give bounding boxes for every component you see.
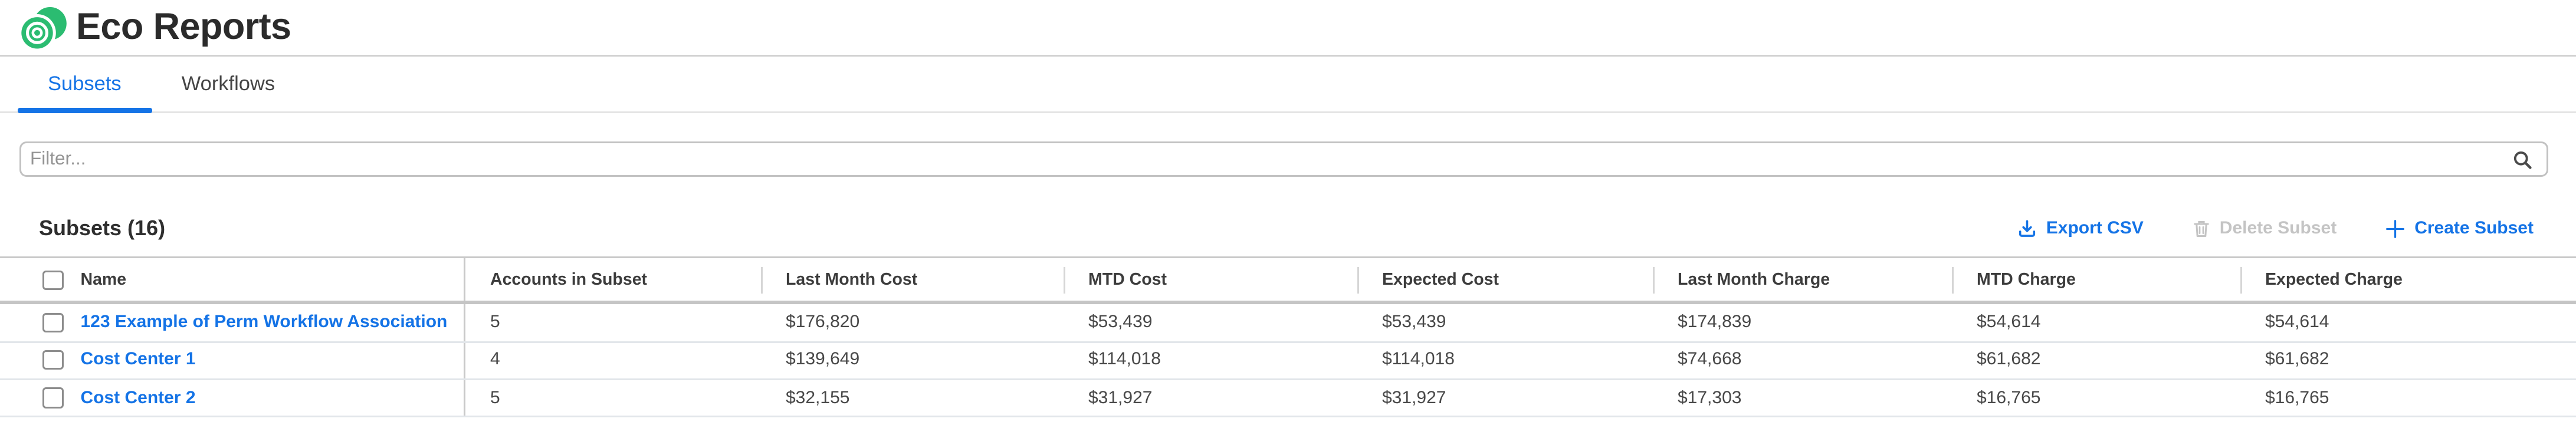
column-header-name: Name [80, 270, 127, 290]
expected-charge-cell: $54,614 [2265, 312, 2329, 332]
section-bar: Subsets (16) Export CSV Delete Subset [39, 216, 2534, 241]
last-month-charge-cell: $17,303 [1678, 388, 1742, 408]
last-month-cost-cell: $139,649 [786, 350, 860, 370]
export-csv-label: Export CSV [2046, 219, 2144, 239]
mtd-cost-cell: $31,927 [1088, 388, 1153, 408]
last-month-cost-cell: $176,820 [786, 312, 860, 332]
table-actions: Export CSV Delete Subset Create Subset [2018, 219, 2534, 238]
tab-bar: Subsets Workflows [0, 57, 2576, 113]
create-subset-label: Create Subset [2414, 219, 2534, 239]
column-header-mtd-cost: MTD Cost [1064, 259, 1357, 301]
search-icon [2513, 151, 2531, 169]
expected-cost-cell: $31,927 [1382, 388, 1446, 408]
export-csv-button[interactable]: Export CSV [2018, 219, 2144, 238]
filter-input[interactable] [19, 141, 2548, 177]
accounts-cell: 5 [490, 388, 500, 408]
column-header-accounts: Accounts in Subset [490, 270, 648, 290]
create-subset-button[interactable]: Create Subset [2386, 219, 2534, 238]
mtd-cost-cell: $114,018 [1088, 350, 1161, 370]
accounts-cell: 4 [490, 350, 500, 370]
expected-cost-cell: $53,439 [1382, 312, 1446, 332]
plus-icon [2387, 219, 2406, 238]
accounts-cell: 5 [490, 312, 500, 332]
select-all-checkbox[interactable] [42, 269, 63, 291]
row-checkbox[interactable] [42, 350, 63, 371]
expected-charge-cell: $16,765 [2265, 388, 2329, 408]
tab-subsets[interactable]: Subsets [18, 57, 152, 112]
delete-subset-label: Delete Subset [2219, 219, 2337, 239]
last-month-charge-cell: $74,668 [1678, 350, 1742, 370]
tab-workflows[interactable]: Workflows [181, 73, 275, 95]
subset-link[interactable]: Cost Center 1 [80, 350, 196, 370]
delete-subset-button[interactable]: Delete Subset [2193, 219, 2337, 238]
subsets-table: Name Accounts in Subset Last Month Cost … [0, 256, 2576, 418]
filter-bar [19, 141, 2548, 177]
row-checkbox[interactable] [42, 387, 63, 408]
subset-link[interactable]: 123 Example of Perm Workflow Association [80, 312, 448, 332]
column-header-last-month-charge: Last Month Charge [1653, 259, 1952, 301]
expected-cost-cell: $114,018 [1382, 350, 1455, 370]
table-header-row: Name Accounts in Subset Last Month Cost … [0, 256, 2576, 305]
row-name-cell: Cost Center 2 [0, 380, 465, 416]
table-row: Cost Center 1 4 $139,649 $114,018 $114,0… [0, 342, 2576, 380]
app-header: Eco Reports [0, 0, 2576, 57]
column-header-last-month-cost: Last Month Cost [761, 259, 1064, 301]
mtd-charge-cell: $16,765 [1977, 388, 2041, 408]
column-header-mtd-charge: MTD Charge [1952, 259, 2240, 301]
column-header-expected-cost: Expected Cost [1357, 259, 1653, 301]
download-icon [2019, 219, 2036, 237]
row-name-cell: 123 Example of Perm Workflow Association [0, 304, 465, 341]
trash-icon [2194, 220, 2210, 237]
last-month-charge-cell: $174,839 [1678, 312, 1752, 332]
header-cell-name: Name [0, 258, 465, 301]
mtd-charge-cell: $61,682 [1977, 350, 2041, 370]
table-row: Cost Center 2 5 $32,155 $31,927 $31,927 … [0, 380, 2576, 418]
expected-charge-cell: $61,682 [2265, 350, 2329, 370]
mtd-cost-cell: $53,439 [1088, 312, 1153, 332]
table-row: 123 Example of Perm Workflow Association… [0, 304, 2576, 342]
subset-link[interactable]: Cost Center 2 [80, 388, 196, 408]
eco-logo-icon [21, 6, 67, 49]
last-month-cost-cell: $32,155 [786, 388, 850, 408]
row-name-cell: Cost Center 1 [0, 342, 465, 378]
column-header-expected-charge: Expected Charge [2240, 259, 2576, 301]
page-title: Eco Reports [76, 6, 291, 47]
mtd-charge-cell: $54,614 [1977, 312, 2041, 332]
row-checkbox[interactable] [42, 312, 63, 333]
section-title: Subsets (16) [39, 216, 166, 241]
